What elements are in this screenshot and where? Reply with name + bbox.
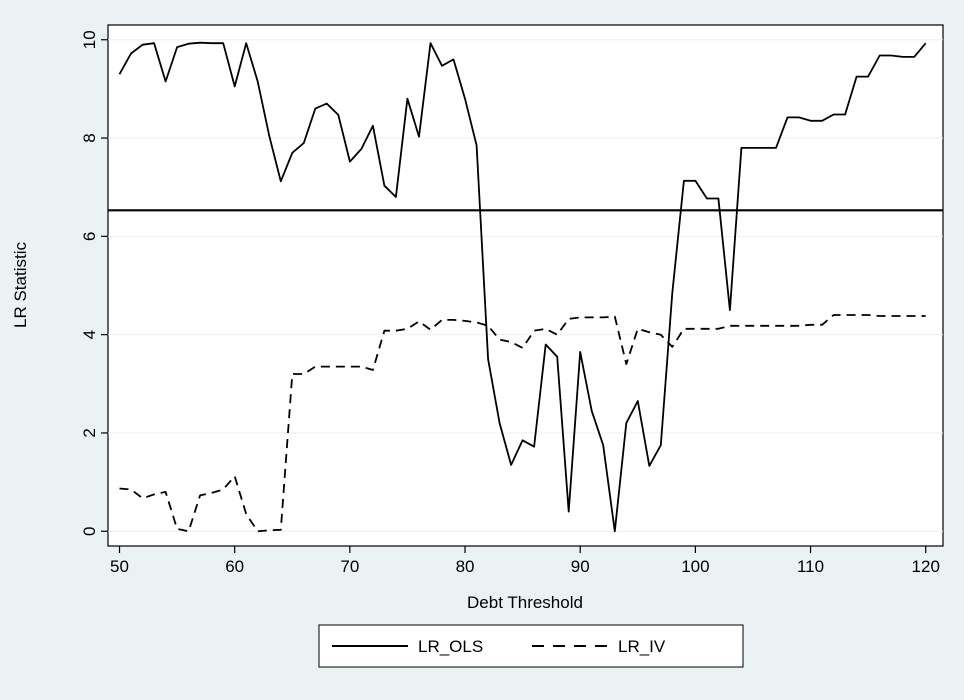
- y-axis-ticks: 0 2 4 6 8 10: [80, 30, 108, 536]
- x-tick-label: 60: [225, 557, 244, 576]
- x-tick-label: 50: [110, 557, 129, 576]
- y-axis-title: LR Statistic: [11, 242, 30, 328]
- y-tick-label: 4: [80, 330, 99, 339]
- grid-lines: [108, 39, 943, 532]
- x-tick-label: 120: [912, 557, 940, 576]
- y-tick-label: 10: [80, 30, 99, 49]
- x-tick-label: 70: [340, 557, 359, 576]
- series-group: [118, 41, 927, 533]
- plot-area: [107, 24, 944, 547]
- x-axis-title: Debt Threshold: [467, 593, 583, 612]
- x-tick-label: 90: [571, 557, 590, 576]
- x-axis-ticks: 50 60 70 80 90 100 110 120: [110, 546, 940, 576]
- x-tick-label: 110: [797, 557, 824, 576]
- y-tick-label: 0: [80, 527, 99, 536]
- x-tick-label: 80: [456, 557, 475, 576]
- series-line-lr-ols: [118, 41, 927, 533]
- y-tick-label: 6: [80, 232, 99, 241]
- y-tick-label: 2: [80, 428, 99, 437]
- legend-label-lr-iv: LR_IV: [618, 637, 666, 656]
- x-tick-label: 100: [681, 557, 709, 576]
- legend-label-lr-ols: LR_OLS: [418, 637, 483, 656]
- y-tick-label: 8: [80, 133, 99, 142]
- legend: LR_OLS LR_IV: [318, 624, 744, 668]
- series-line-lr-iv: [119, 314, 926, 533]
